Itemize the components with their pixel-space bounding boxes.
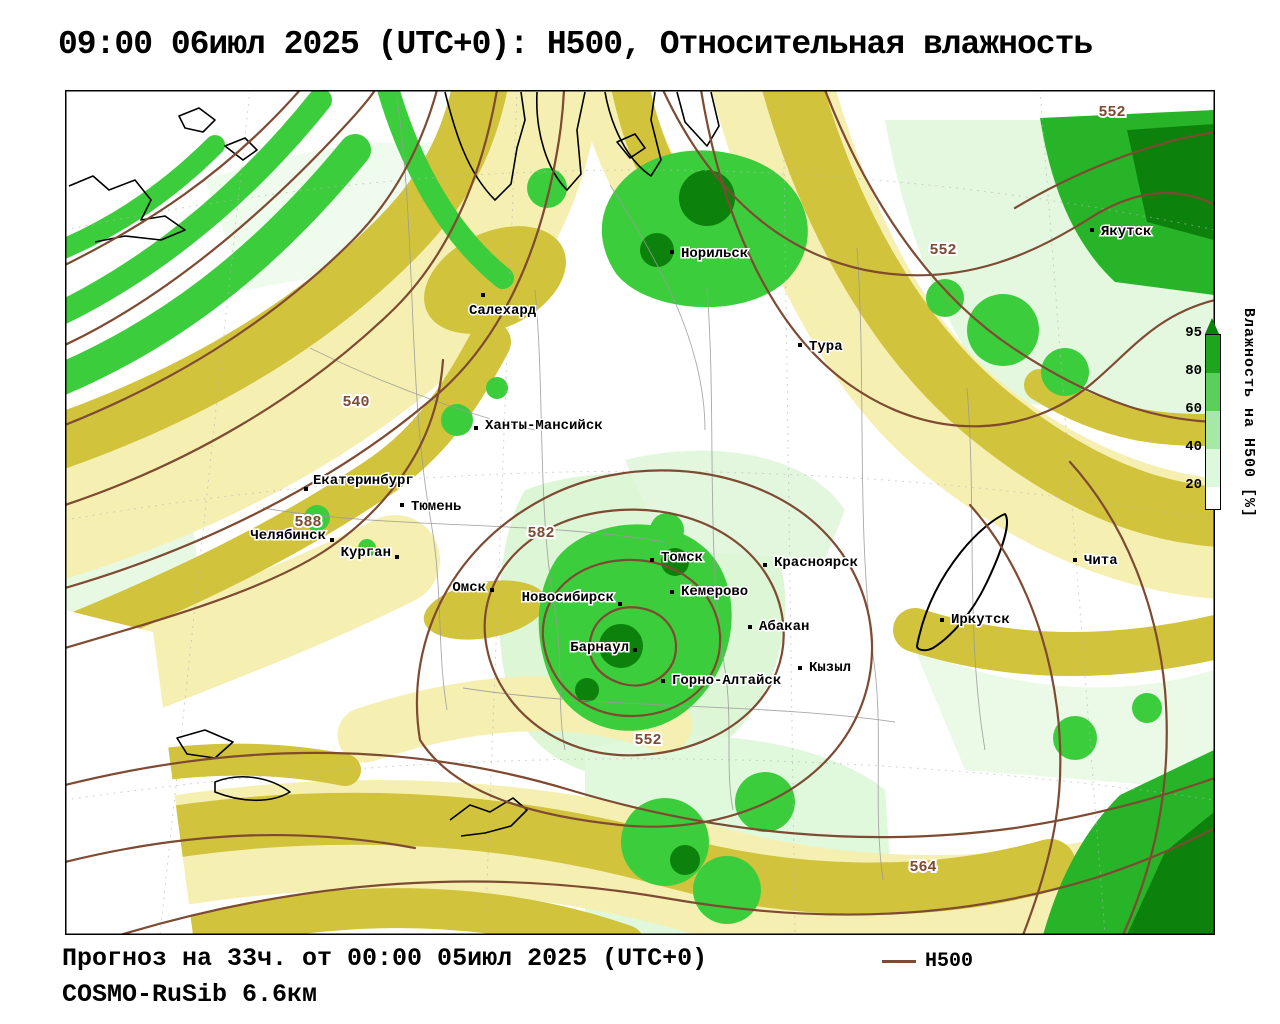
weather-map: 552 552 540 588 582 552 564 Норильск Якутск Сале… [65, 90, 1215, 935]
moist-areas [66, 91, 1214, 934]
city: Курган [339, 544, 399, 563]
colorbar-segment [1206, 487, 1220, 509]
city-label: Чита [1084, 553, 1118, 569]
city: Екатеринбург [304, 472, 415, 491]
city-label: Норильск [681, 246, 748, 262]
city-marker [400, 503, 404, 507]
city: Абакан [748, 618, 811, 637]
city-marker [670, 250, 674, 254]
colorbar-segment [1206, 373, 1220, 411]
colorbar-strip [1205, 334, 1221, 510]
map-border [65, 90, 1215, 935]
city-label: Кызыл [809, 660, 851, 676]
city-label: Челябинск [250, 528, 326, 544]
colorbar-segment [1206, 411, 1220, 449]
lake-baikal-outline [916, 513, 1008, 652]
city-label: Томск [661, 550, 703, 566]
city-marker [798, 666, 802, 670]
city-marker [940, 618, 944, 622]
h500-contours [66, 91, 1214, 934]
city-label: Екатеринбург [313, 473, 414, 489]
forecast-info: Прогноз на 33ч. от 00:00 05июл 2025 (UTC… [62, 944, 708, 973]
h500-line-sample [882, 960, 916, 963]
city-label: Новосибирск [522, 590, 614, 606]
page-title: 09:00 06июл 2025 (UTC+0): H500, Относите… [58, 26, 1093, 63]
colorbar-tick: 80 [1185, 363, 1202, 380]
city-marker [330, 538, 334, 542]
city-marker [1073, 558, 1077, 562]
humidity-colorbar: 95 80 60 40 20 [1180, 318, 1240, 528]
contour-label: 582 [527, 525, 554, 542]
city: Салехард [468, 293, 538, 321]
colorbar-ticks: 95 80 60 40 20 [1180, 325, 1202, 524]
city-label: Салехард [469, 303, 537, 319]
colorbar-tick: 40 [1185, 439, 1202, 456]
city: Норильск [670, 245, 750, 264]
map-canvas: 552 552 540 588 582 552 564 Норильск Якутск Сале… [65, 90, 1215, 935]
colorbar-tick: 95 [1185, 325, 1202, 342]
h500-legend-label: H500 [925, 950, 974, 973]
city-label: Абакан [759, 619, 809, 635]
city-marker [650, 558, 654, 562]
contour-line-legend: H500 [882, 950, 973, 973]
contour-label: 552 [1098, 104, 1125, 121]
city-label: Горно-Алтайск [672, 673, 781, 689]
city-label: Барнаул [570, 640, 629, 656]
city: Иркутск [940, 611, 1011, 630]
contour-label: 552 [634, 732, 661, 749]
city: Новосибирск [520, 589, 622, 608]
city-marker [474, 426, 478, 430]
city: Ханты-Мансийск [474, 417, 604, 436]
city-marker [481, 293, 485, 297]
city-marker [798, 343, 802, 347]
city: Тура [798, 338, 845, 357]
city-label: Тюмень [411, 499, 461, 515]
colorbar-segment [1206, 449, 1220, 487]
city-marker [661, 679, 665, 683]
contour-label: 588 [294, 514, 321, 531]
city-marker [748, 625, 752, 629]
contour-label: 540 [342, 394, 369, 411]
city-marker [633, 648, 637, 652]
city: Тюмень [400, 498, 463, 517]
city-marker [304, 487, 308, 491]
colorbar-segment [1206, 335, 1220, 373]
colorbar-arrow-icon [1205, 318, 1219, 334]
city-markers: Норильск Якутск Салехард Тура Ханты-Мансийск… [249, 223, 1153, 691]
contour-label: 564 [909, 859, 936, 876]
city-label: Якутск [1101, 224, 1151, 240]
city-marker [490, 588, 494, 592]
city-marker [670, 590, 674, 594]
city-label: Кемерово [681, 584, 748, 600]
city-label: Ханты-Мансийск [485, 418, 603, 434]
city: Якутск [1090, 223, 1153, 242]
city-label: Омск [452, 580, 486, 596]
colorbar-tick: 60 [1185, 401, 1202, 418]
city-marker [395, 555, 399, 559]
city: Томск [650, 549, 705, 568]
city: Горно-Алтайск [661, 672, 783, 691]
city: Барнаул [569, 639, 637, 658]
model-info: COSMO-RuSib 6.6км [62, 980, 318, 1009]
coastlines [68, 91, 1008, 837]
city-label: Курган [341, 545, 391, 561]
city-label: Тура [809, 339, 843, 355]
city: Кызыл [798, 659, 853, 678]
city-marker [763, 563, 767, 567]
city: Чита [1073, 552, 1120, 571]
city-marker [618, 602, 622, 606]
contour-labels: 552 552 540 588 582 552 564 [292, 102, 1127, 878]
contour-label: 552 [929, 242, 956, 259]
city-label: Красноярск [774, 555, 858, 571]
colorbar-tick: 20 [1185, 477, 1202, 494]
city: Омск [451, 579, 494, 598]
city: Челябинск [249, 527, 334, 546]
city: Кемерово [670, 583, 750, 602]
colorbar-title: Влажность на H500 [%] [1240, 308, 1257, 519]
city-label: Иркутск [951, 612, 1010, 628]
city: Красноярск [763, 554, 860, 573]
city-marker [1090, 228, 1094, 232]
